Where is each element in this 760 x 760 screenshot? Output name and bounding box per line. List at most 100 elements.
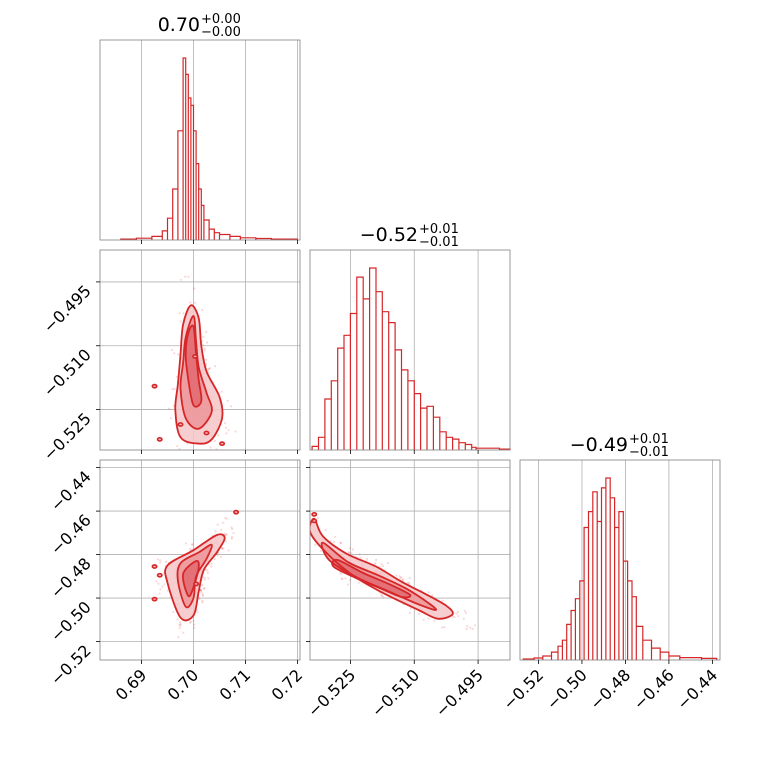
sample-point	[334, 535, 337, 538]
sample-point	[209, 446, 212, 449]
sample-point	[422, 618, 425, 621]
contour-3-level-1-fill	[310, 518, 453, 619]
title-param-3: −0.49	[570, 434, 628, 456]
contour-3-level-3-fill	[332, 559, 411, 598]
sample-point	[188, 621, 192, 624]
contour-3-island-0	[311, 511, 318, 517]
sample-point	[464, 611, 467, 615]
sample-point	[302, 518, 304, 520]
sample-point	[207, 371, 210, 374]
sample-point	[207, 368, 210, 371]
sample-point	[406, 581, 409, 584]
contour-2-level-3-line	[181, 560, 200, 598]
sample-point	[341, 578, 344, 581]
sample-point	[230, 537, 233, 540]
title-param-1-plus: +0.00	[201, 12, 241, 27]
contour-3-level-3-line	[331, 558, 412, 599]
sample-point	[189, 301, 192, 304]
sample-point	[156, 558, 160, 561]
sample-point	[179, 320, 182, 323]
sample-point	[230, 536, 234, 539]
title-param-1: 0.70	[158, 14, 200, 36]
sample-point	[298, 519, 300, 521]
sample-point	[172, 610, 175, 614]
contour-2-plot-area	[100, 460, 300, 660]
sample-point	[210, 562, 213, 565]
title-param-2-plus: +0.01	[419, 222, 459, 237]
sample-point	[201, 601, 204, 604]
contour-1-island-2	[156, 436, 163, 442]
title-param-2: −0.52	[360, 224, 418, 246]
sample-point	[380, 594, 383, 597]
sample-point	[178, 627, 181, 630]
sample-point	[408, 576, 411, 580]
contour-3-level-2-line	[320, 541, 438, 611]
sample-point	[201, 584, 204, 587]
sample-point	[386, 562, 389, 565]
contour-2-frame	[99, 459, 301, 661]
sample-point	[202, 587, 205, 590]
xtick-label-3-0: −0.52	[499, 665, 547, 713]
sample-point	[339, 541, 342, 545]
sample-point	[224, 422, 227, 425]
sample-point	[359, 556, 362, 559]
sample-point	[340, 577, 343, 580]
sample-point	[219, 555, 223, 558]
sample-point	[187, 275, 190, 278]
sample-point	[178, 623, 181, 626]
sample-point	[427, 617, 430, 620]
sample-point	[216, 523, 219, 526]
sample-point	[201, 308, 204, 311]
sample-point	[157, 582, 160, 585]
sample-point	[203, 349, 206, 352]
sample-point	[316, 516, 319, 520]
sample-point	[457, 615, 460, 618]
sample-point	[193, 287, 196, 290]
sample-point	[159, 561, 162, 564]
title-param-1-minus: −0.00	[201, 25, 241, 40]
sample-point	[220, 528, 223, 531]
sample-point	[348, 551, 351, 555]
hist-2-frame	[309, 249, 511, 451]
sample-point	[382, 595, 385, 599]
sample-point	[184, 542, 188, 545]
sample-point	[192, 619, 195, 622]
sample-point	[170, 348, 174, 352]
sample-point	[427, 591, 430, 594]
sample-point	[178, 447, 181, 450]
ytick-label-3-3: −0.46	[47, 510, 95, 558]
contour-panel-1	[99, 249, 301, 458]
sample-point	[193, 626, 196, 629]
sample-point	[230, 405, 233, 408]
sample-point	[176, 618, 179, 621]
sample-point	[216, 452, 218, 454]
sample-point	[349, 547, 352, 550]
contour-3-plot-area	[298, 460, 510, 660]
sample-point	[189, 620, 193, 624]
sample-point	[365, 557, 369, 561]
sample-point	[232, 532, 235, 535]
xtick-label-2-2: −0.495	[432, 665, 487, 720]
sample-point	[224, 540, 227, 543]
sample-point	[201, 594, 204, 597]
sample-point	[205, 358, 208, 361]
sample-point	[206, 341, 209, 344]
sample-point	[306, 527, 308, 529]
contour-panel-3	[298, 459, 511, 661]
sample-point	[206, 569, 209, 572]
ytick-label-3-0: −0.52	[47, 641, 95, 689]
hist-panel-2	[309, 249, 511, 451]
sample-point	[441, 626, 444, 629]
contour-2-level-3-fill	[182, 560, 199, 597]
sample-point	[324, 529, 327, 532]
sample-point	[182, 312, 185, 315]
sample-point	[456, 610, 459, 614]
sample-point	[399, 577, 402, 580]
sample-point	[179, 278, 182, 281]
sample-point	[466, 625, 469, 628]
sample-point	[210, 456, 212, 458]
sample-point	[401, 578, 404, 581]
ytick-label-2-2: −0.495	[40, 281, 95, 336]
contour-2-island-1	[156, 572, 163, 578]
